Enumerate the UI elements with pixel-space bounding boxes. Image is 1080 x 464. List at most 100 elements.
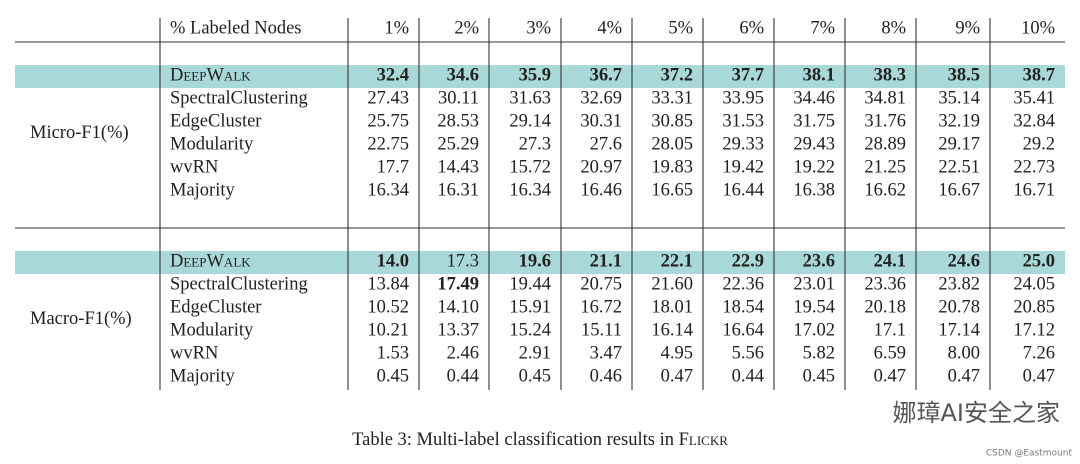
header-label: % Labeled Nodes: [170, 18, 302, 38]
cell-value: 0.45: [803, 366, 835, 386]
cell-value: 22.36: [722, 274, 764, 294]
cell-value: 15.91: [509, 297, 551, 317]
column-header: 4%: [597, 18, 622, 38]
column-header: 3%: [526, 18, 551, 38]
metric-label: Macro-F1(%): [30, 309, 132, 329]
cell-value: 36.7: [590, 65, 622, 85]
cell-value: 32.84: [1013, 111, 1055, 131]
caption: Table 3: Multi-label classification resu…: [352, 430, 728, 450]
cell-value: 6.59: [874, 343, 906, 363]
cell-value: 14.10: [437, 297, 479, 317]
cell-value: 5.56: [732, 343, 764, 363]
cell-value: 38.3: [874, 65, 906, 85]
cell-value: 17.49: [437, 274, 479, 294]
watermark: 娜璋AI安全之家: [893, 399, 1061, 427]
column-header: 7%: [810, 18, 835, 38]
cell-value: 16.38: [793, 180, 835, 200]
column-header: 9%: [955, 18, 980, 38]
cell-value: 38.1: [803, 65, 835, 85]
cell-value: 0.46: [590, 366, 622, 386]
cell-value: 16.71: [1013, 180, 1055, 200]
cell-value: 29.14: [509, 111, 551, 131]
cell-value: 38.5: [948, 65, 980, 85]
cell-value: 18.54: [722, 297, 764, 317]
cell-value: 22.51: [938, 157, 980, 177]
cell-value: 24.1: [874, 251, 906, 271]
cell-value: 14.43: [437, 157, 479, 177]
cell-value: 16.14: [651, 320, 693, 340]
cell-value: 23.36: [864, 274, 906, 294]
method-name: Modularity: [170, 320, 254, 340]
cell-value: 27.6: [590, 134, 622, 154]
cell-value: 23.82: [938, 274, 980, 294]
cell-value: 22.1: [661, 251, 693, 271]
cell-value: 29.43: [793, 134, 835, 154]
cell-value: 23.01: [793, 274, 835, 294]
caption-text: Table 3: Multi-label classification resu…: [352, 430, 679, 450]
cell-value: 16.67: [938, 180, 980, 200]
cell-value: 20.75: [580, 274, 622, 294]
caption-dataset: Flickr: [679, 430, 729, 450]
column-header: 6%: [739, 18, 764, 38]
cell-value: 32.4: [377, 65, 409, 85]
cell-value: 25.0: [1023, 251, 1055, 271]
cell-value: 20.18: [864, 297, 906, 317]
cell-value: 17.12: [1013, 320, 1055, 340]
cell-value: 25.75: [367, 111, 409, 131]
cell-value: 35.41: [1013, 88, 1055, 108]
cell-value: 21.25: [864, 157, 906, 177]
cell-value: 27.43: [367, 88, 409, 108]
cell-value: 0.45: [377, 366, 409, 386]
cell-value: 17.1: [874, 320, 906, 340]
method-name: wvRN: [170, 157, 218, 177]
cell-value: 16.34: [367, 180, 409, 200]
cell-value: 22.75: [367, 134, 409, 154]
cell-value: 28.53: [437, 111, 479, 131]
cell-value: 16.65: [651, 180, 693, 200]
cell-value: 5.82: [803, 343, 835, 363]
method-name: EdgeCluster: [170, 297, 261, 317]
cell-value: 34.6: [447, 65, 479, 85]
cell-value: 13.84: [367, 274, 409, 294]
cell-value: 0.44: [447, 366, 479, 386]
cell-value: 14.0: [377, 251, 409, 271]
row-highlight: [15, 65, 1065, 88]
method-name: SpectralClustering: [170, 88, 308, 108]
cell-value: 31.76: [864, 111, 906, 131]
cell-value: 28.89: [864, 134, 906, 154]
cell-value: 0.47: [948, 366, 980, 386]
cell-value: 17.02: [793, 320, 835, 340]
cell-value: 22.73: [1013, 157, 1055, 177]
cell-value: 32.19: [938, 111, 980, 131]
cell-value: 15.11: [581, 320, 622, 340]
method-name: wvRN: [170, 343, 218, 363]
column-header: 5%: [668, 18, 693, 38]
cell-value: 16.44: [722, 180, 764, 200]
column-header: 2%: [454, 18, 479, 38]
cell-value: 0.47: [874, 366, 906, 386]
method-name: SpectralClustering: [170, 274, 308, 294]
cell-value: 19.54: [793, 297, 835, 317]
cell-value: 20.78: [938, 297, 980, 317]
cell-value: 34.81: [864, 88, 906, 108]
row-highlight: [15, 251, 1065, 274]
cell-value: 24.05: [1013, 274, 1055, 294]
cell-value: 31.75: [793, 111, 835, 131]
cell-value: 16.64: [722, 320, 764, 340]
cell-value: 32.69: [580, 88, 622, 108]
cell-value: 18.01: [651, 297, 693, 317]
cell-value: 4.95: [661, 343, 693, 363]
cell-value: 16.34: [509, 180, 551, 200]
cell-value: 21.1: [590, 251, 622, 271]
method-name: EdgeCluster: [170, 111, 261, 131]
cell-value: 17.3: [447, 251, 479, 271]
cell-value: 31.53: [722, 111, 764, 131]
cell-value: 38.7: [1023, 65, 1055, 85]
cell-value: 10.52: [367, 297, 409, 317]
method-name: DeepWalk: [170, 251, 251, 271]
cell-value: 15.72: [509, 157, 551, 177]
cell-value: 24.6: [948, 251, 980, 271]
cell-value: 35.14: [938, 88, 980, 108]
cell-value: 13.37: [437, 320, 479, 340]
